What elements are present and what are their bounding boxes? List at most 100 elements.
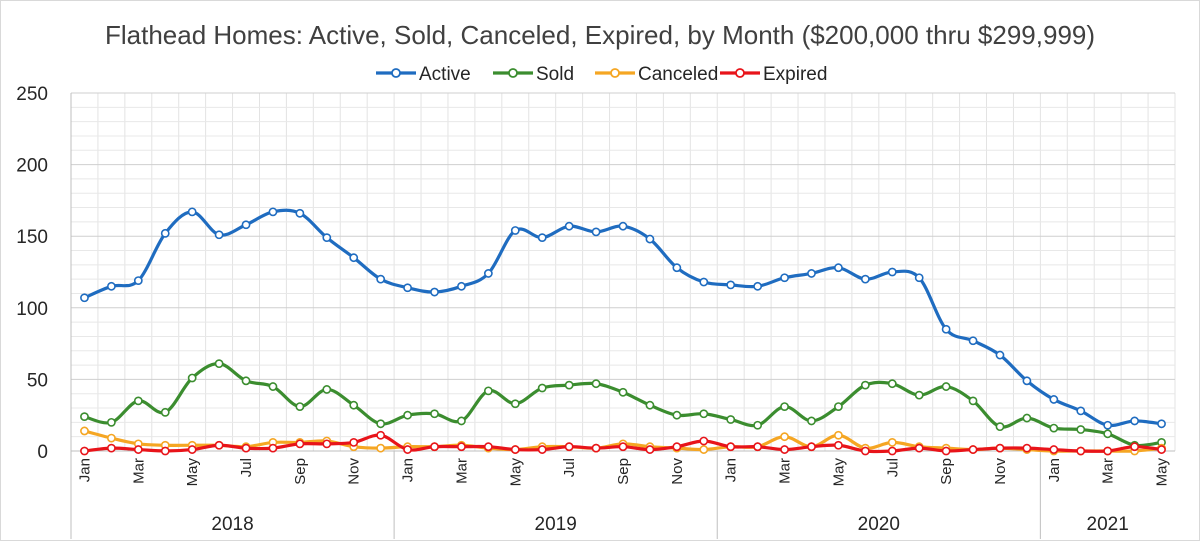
x-tick-label: Sep — [938, 458, 955, 485]
data-point-active — [349, 253, 359, 263]
data-point-sold — [941, 382, 951, 391]
data-point-expired — [564, 442, 574, 452]
data-point-sold — [726, 415, 736, 424]
x-tick-label: May — [184, 458, 201, 487]
data-point-sold — [887, 379, 897, 389]
year-label: 2021 — [1087, 514, 1129, 535]
legend-label-sold: Sold — [536, 64, 574, 85]
series-expired — [80, 430, 1166, 456]
data-point-active — [1130, 416, 1140, 426]
gridlines — [70, 92, 1176, 452]
data-point-expired — [295, 439, 305, 449]
y-tick-label: 200 — [16, 156, 48, 177]
data-point-sold — [349, 400, 359, 410]
data-point-expired — [80, 446, 89, 456]
data-point-active — [914, 273, 924, 283]
data-point-expired — [672, 442, 682, 452]
data-point-sold — [618, 387, 628, 397]
data-point-expired — [403, 445, 412, 454]
x-tick-label: Jan — [76, 458, 93, 482]
data-point-active — [591, 227, 601, 237]
legend-label-active: Active — [419, 64, 471, 85]
data-point-sold — [106, 417, 116, 427]
x-tick-label: Mar — [777, 458, 794, 484]
data-point-expired — [349, 438, 359, 447]
data-point-sold — [564, 380, 574, 390]
data-point-expired — [591, 443, 601, 453]
data-point-sold — [322, 385, 332, 394]
x-tick-label: Sep — [615, 458, 632, 485]
data-point-active — [887, 267, 897, 277]
x-tick-label: Nov — [346, 458, 363, 485]
data-point-active — [80, 293, 89, 303]
y-tick-label: 250 — [16, 84, 48, 105]
data-point-sold — [591, 379, 601, 389]
data-point-sold — [537, 383, 547, 393]
data-point-active — [1022, 376, 1032, 386]
data-point-expired — [995, 443, 1005, 453]
x-tick-label: May — [830, 458, 847, 487]
data-point-expired — [214, 440, 224, 450]
data-point-sold — [80, 412, 89, 422]
data-point-active — [753, 281, 763, 291]
data-point-sold — [753, 420, 763, 430]
data-point-sold — [699, 409, 709, 419]
data-point-sold — [914, 390, 924, 400]
x-tick-label: Nov — [992, 458, 1009, 485]
data-point-canceled — [887, 438, 897, 447]
data-point-canceled — [80, 426, 89, 436]
data-point-expired — [1049, 445, 1059, 454]
x-tick-label: Jul — [561, 458, 578, 477]
data-point-expired — [618, 442, 628, 452]
data-point-expired — [376, 430, 386, 440]
data-point-active — [995, 350, 1005, 360]
data-point-sold — [483, 386, 493, 396]
data-point-active — [941, 324, 951, 334]
year-label: 2018 — [211, 514, 253, 535]
data-point-expired — [941, 446, 951, 456]
x-tick-label: May — [507, 458, 524, 487]
data-point-active — [133, 276, 143, 285]
data-point-expired — [268, 443, 278, 453]
data-point-sold — [995, 422, 1005, 432]
y-tick-label: 0 — [37, 442, 48, 463]
x-tick-label: Sep — [292, 458, 309, 485]
data-point-active — [214, 230, 224, 240]
legend-item-active: Active — [376, 64, 471, 85]
series-active — [80, 207, 1166, 430]
data-point-sold — [430, 409, 439, 419]
data-point-sold — [645, 400, 655, 410]
data-point-canceled — [834, 430, 843, 440]
data-point-active — [860, 274, 870, 284]
legend-label-expired: Expired — [763, 64, 827, 85]
data-point-sold — [860, 380, 870, 390]
data-point-active — [430, 287, 439, 297]
data-point-sold — [241, 376, 251, 386]
data-point-active — [1103, 420, 1113, 430]
data-point-sold — [780, 402, 789, 412]
x-tick-label: Mar — [453, 458, 470, 484]
data-point-expired — [726, 442, 736, 452]
data-point-active — [645, 234, 655, 244]
legend: Active Sold Canceled Expired — [376, 64, 827, 85]
legend-marker-sold — [508, 68, 518, 78]
x-tick-label: Mar — [1100, 458, 1117, 484]
data-point-expired — [1130, 442, 1140, 452]
data-point-expired — [699, 436, 709, 446]
data-point-expired — [537, 445, 547, 454]
data-point-expired — [780, 445, 789, 454]
data-point-sold — [1022, 413, 1032, 423]
legend-item-canceled: Canceled — [595, 64, 718, 85]
data-point-sold — [268, 382, 278, 391]
data-point-expired — [106, 443, 116, 453]
data-point-expired — [510, 445, 520, 454]
data-point-expired — [887, 446, 897, 456]
data-point-active — [510, 226, 520, 235]
data-point-sold — [510, 399, 520, 409]
data-point-sold — [214, 359, 224, 369]
data-point-expired — [322, 439, 332, 449]
data-point-expired — [1022, 443, 1032, 453]
data-point-expired — [241, 443, 251, 453]
data-point-expired — [753, 442, 763, 452]
data-point-sold — [1076, 425, 1086, 434]
